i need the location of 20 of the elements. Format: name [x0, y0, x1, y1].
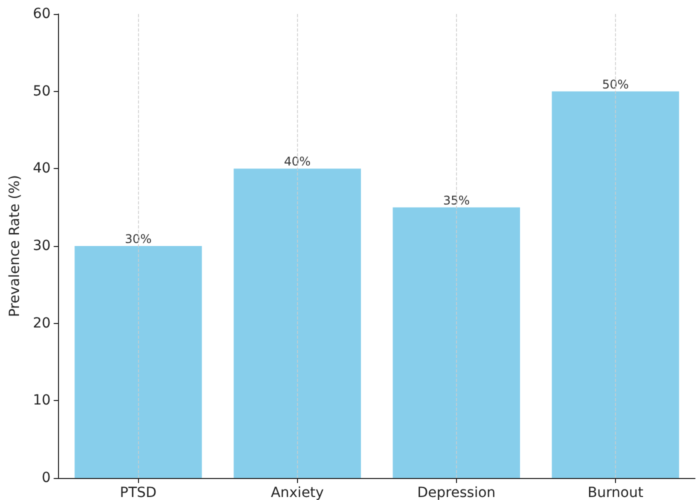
x-tick-label: Burnout [588, 485, 644, 500]
bar [392, 207, 520, 478]
y-tick-label: 60 [32, 6, 51, 22]
x-tick-label: Anxiety [270, 485, 324, 500]
y-tick-label: 0 [42, 470, 51, 486]
y-axis-title: Prevalence Rate (%) [7, 174, 23, 318]
data-label: 35% [443, 193, 470, 208]
bar [74, 246, 202, 478]
bar [552, 91, 680, 478]
x-tick-label: PTSD [120, 485, 157, 500]
data-label: 40% [284, 154, 311, 169]
data-label: 50% [602, 77, 629, 92]
bar [234, 168, 361, 478]
y-tick-label: 40 [32, 160, 51, 177]
y-tick-label: 30 [32, 238, 51, 254]
y-tick-label: 20 [32, 315, 51, 332]
y-tick-label: 50 [32, 83, 51, 100]
data-label: 30% [124, 232, 152, 246]
y-tick-label: 10 [32, 392, 51, 409]
x-tick-label: Depression [417, 485, 496, 500]
